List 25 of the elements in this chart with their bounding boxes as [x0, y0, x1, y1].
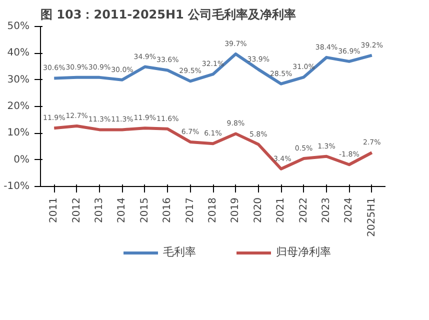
x-tick-label: 2019 — [230, 197, 242, 223]
y-tick-label: 40% — [7, 48, 30, 59]
x-tick-label: 2016 — [162, 197, 174, 223]
y-tick-label: 0% — [14, 154, 30, 166]
legend-label: 毛利率 — [163, 244, 196, 260]
legend-label: 归母净利率 — [276, 244, 331, 260]
x-tick-label: 2018 — [208, 197, 218, 223]
x-tick-label: 2011 — [48, 197, 60, 223]
x-tick-label: 2021 — [276, 197, 287, 223]
x-tick-label: 2015 — [139, 197, 150, 223]
x-tick-label: 2017 — [184, 197, 196, 223]
y-tick-label: 30% — [7, 74, 30, 86]
x-tick-label: 2024 — [344, 197, 355, 223]
y-tick-label: 10% — [7, 128, 30, 139]
x-tick-label: 2012 — [71, 197, 82, 223]
x-tick-label: 2022 — [298, 197, 310, 223]
y-tick-label: 50% — [7, 21, 30, 32]
y-tick-label: -10% — [4, 181, 30, 192]
chart-title: 图 103：2011-2025H1 公司毛利率及净利率 — [40, 8, 296, 22]
x-tick-label: 2025H1 — [366, 197, 378, 237]
y-tick-label: 20% — [7, 101, 30, 112]
x-tick-label: 2023 — [320, 197, 332, 223]
x-tick-label: 2014 — [116, 197, 128, 223]
x-tick-label: 2013 — [94, 197, 106, 223]
x-tick-label: 2020 — [252, 197, 264, 223]
